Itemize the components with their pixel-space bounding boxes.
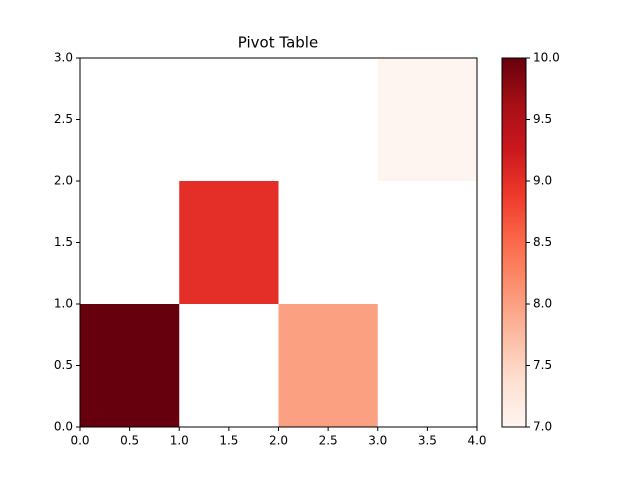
x-tick-label: 4.0 [467, 434, 486, 448]
y-tick-label: 3.0 [54, 51, 73, 65]
x-tick-label: 2.0 [269, 434, 288, 448]
x-tick-label: 3.0 [368, 434, 387, 448]
colorbar [501, 57, 527, 428]
colorbar-tick-label: 8.5 [533, 235, 552, 249]
chart-title: Pivot Table [238, 34, 318, 52]
x-tick-label: 2.5 [319, 434, 338, 448]
y-tick-label: 0.0 [54, 420, 73, 434]
colorbar-tick-label: 9.5 [533, 112, 552, 126]
colorbar-tick-label: 10.0 [533, 51, 560, 65]
heatmap-cell [179, 181, 279, 304]
colorbar-tick-label: 8.0 [533, 297, 552, 311]
colorbar-tick-label: 7.0 [533, 420, 552, 434]
y-tick-label: 1.5 [54, 235, 73, 249]
y-tick-label: 2.0 [54, 174, 73, 188]
y-tick-label: 2.5 [54, 112, 73, 126]
x-tick-label: 1.0 [170, 434, 189, 448]
y-tick-label: 0.5 [54, 358, 73, 372]
heatmap-cell [80, 304, 180, 427]
y-tick-label: 1.0 [54, 297, 73, 311]
colorbar-tick-label: 9.0 [533, 174, 552, 188]
x-tick-label: 1.5 [219, 434, 238, 448]
x-tick-label: 0.5 [120, 434, 139, 448]
x-tick-label: 3.5 [418, 434, 437, 448]
colorbar-tick-label: 7.5 [533, 358, 552, 372]
heatmap-cell [278, 304, 378, 427]
x-tick-label: 0.0 [70, 434, 89, 448]
heatmap-cell [377, 58, 477, 181]
